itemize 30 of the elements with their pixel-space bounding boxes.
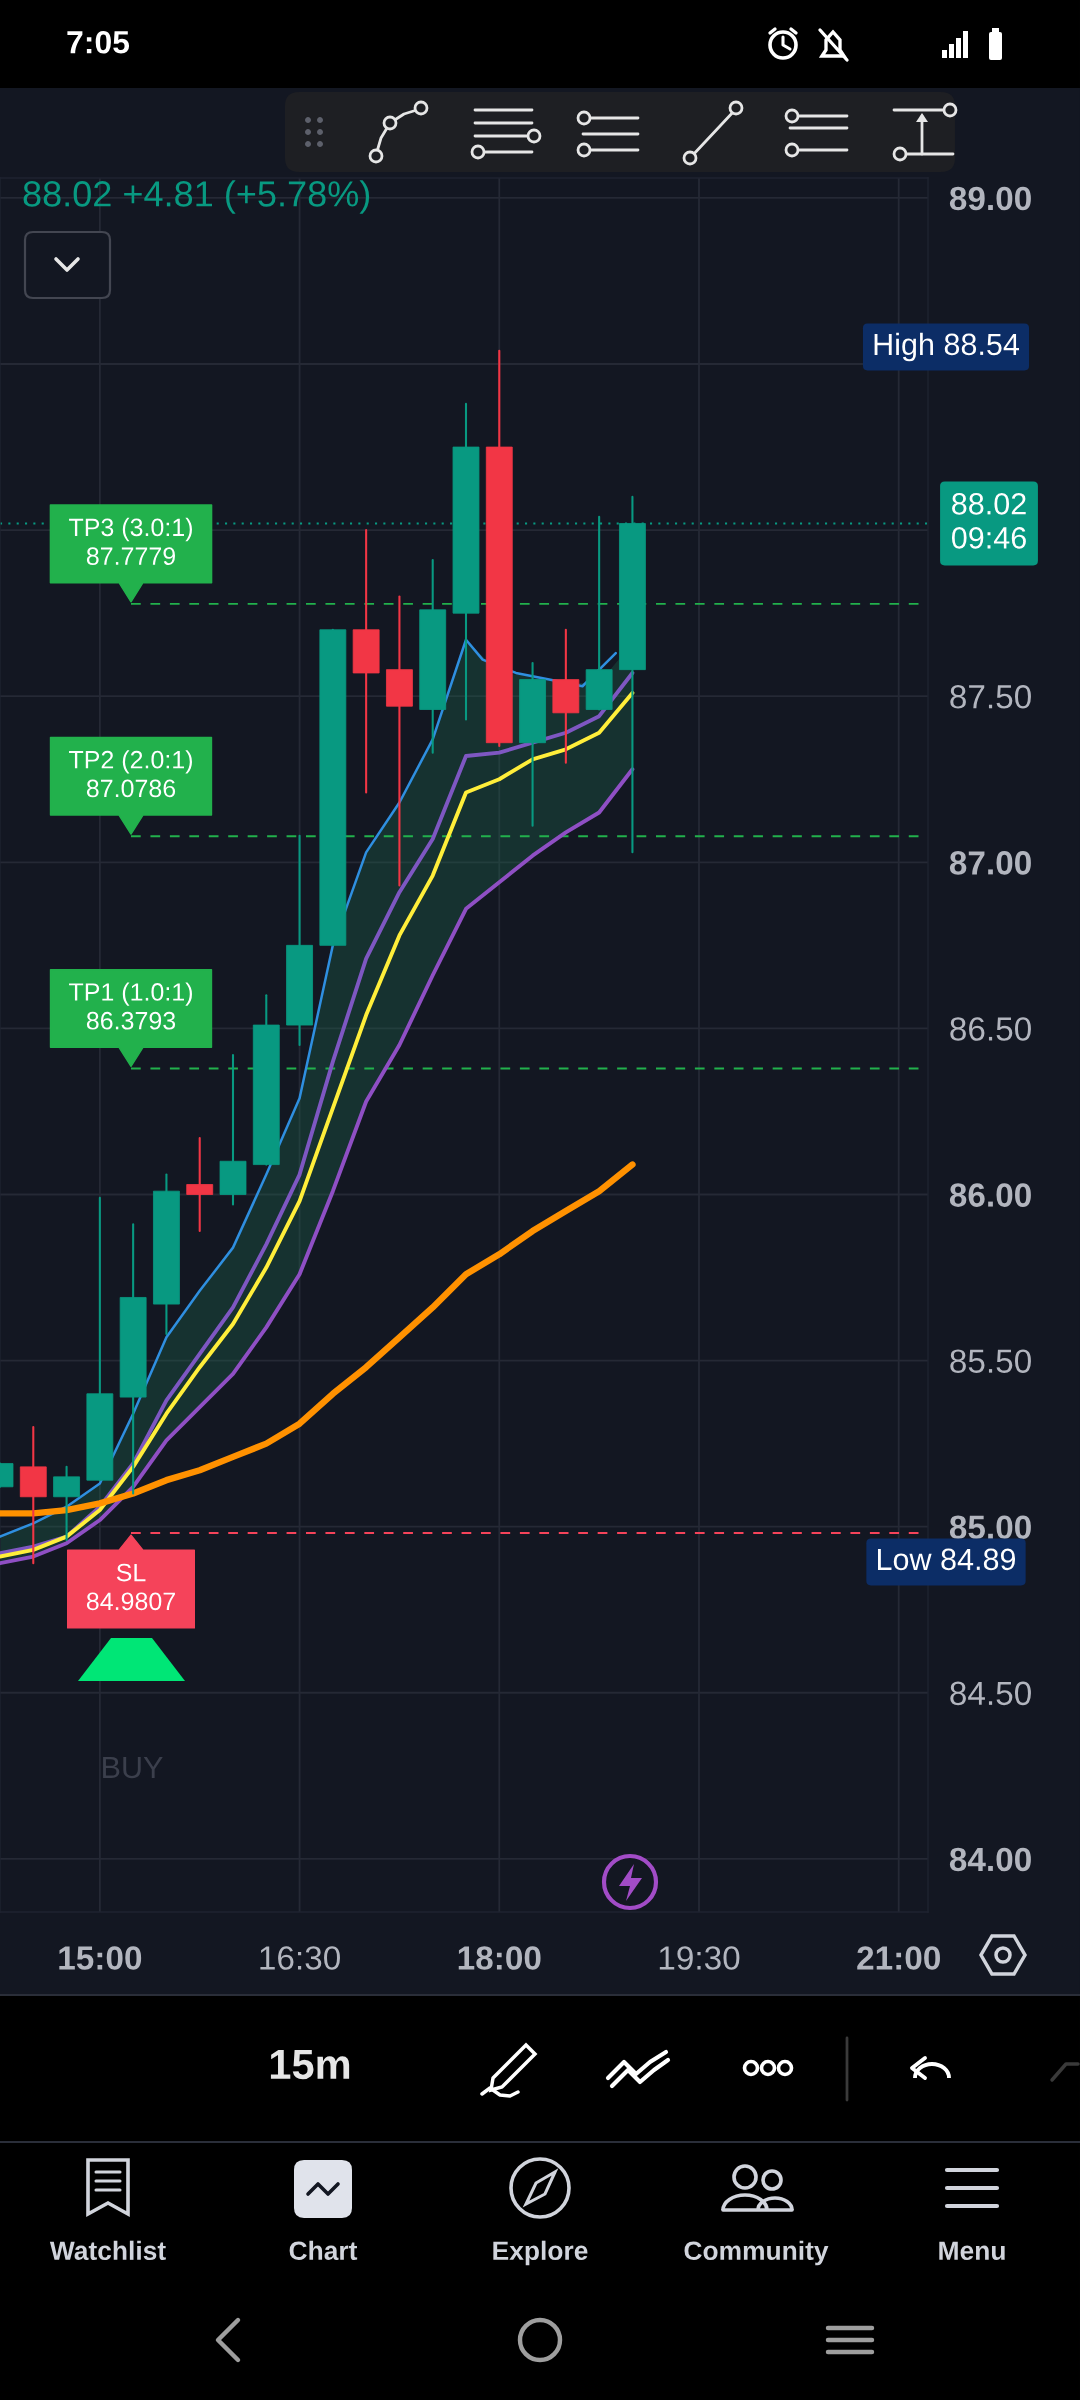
y-tick-label: 86.50 — [950, 1017, 1031, 1041]
annotation: 88.02 +4.81 (+5.78%) — [23, 180, 370, 214]
x-tick-label: 19:30 — [659, 1946, 740, 1970]
text: Menu — [939, 2241, 1005, 2261]
ref-line-label: TP3 (3.0:1) 87.7779 — [69, 517, 192, 565]
annotation: Low 84.89 — [878, 1548, 1016, 1571]
text: Watchlist — [49, 2240, 166, 2261]
y-tick-label: 89.00 — [949, 186, 1031, 211]
annotation: High 88.54 — [874, 332, 1020, 362]
text: 7:05 — [67, 30, 130, 54]
y-tick-label: 85.00 — [949, 1515, 1031, 1540]
x-tick-label: 18:00 — [458, 1946, 541, 1970]
x-tick-label: 16:30 — [260, 1946, 340, 1970]
y-tick-label: 87.50 — [950, 685, 1031, 709]
ref-line-label: TP2 (2.0:1) 87.0786 — [69, 750, 192, 798]
ref-line-label: TP1 (1.0:1) 86.3793 — [69, 982, 192, 1030]
ref-line-label: 88.02 09:46 — [951, 493, 1026, 549]
ref-line-label: SL 84.9807 — [86, 1563, 175, 1611]
y-tick-label: 84.00 — [949, 1847, 1031, 1872]
candlestick — [186, 1136, 214, 1233]
x-tick-label: 21:00 — [857, 1946, 940, 1970]
y-tick-label: 85.50 — [950, 1349, 1031, 1373]
x-tick-label: 15:00 — [59, 1946, 142, 1970]
text: 15m — [270, 2050, 350, 2080]
y-tick-label: 84.50 — [950, 1681, 1031, 1706]
text: Chart — [289, 2240, 358, 2261]
y-tick-label: 87.00 — [949, 851, 1031, 875]
y-tick-label: 86.00 — [949, 1183, 1031, 1207]
text: Explore — [493, 2240, 588, 2266]
text: Community — [684, 2240, 829, 2266]
